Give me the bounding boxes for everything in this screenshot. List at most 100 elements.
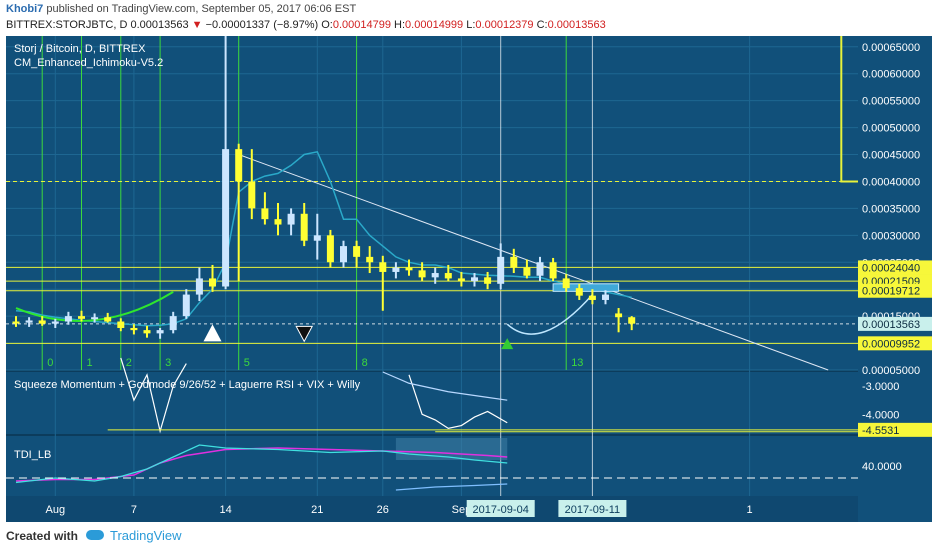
candle-body — [287, 213, 295, 225]
close-label: C: — [536, 19, 548, 31]
price-axis-svg: 0.00065000 0.00060000 0.00055000 0.00050000… — [858, 42, 932, 473]
time-axis-label: Aug — [46, 504, 66, 516]
projection-curve — [506, 294, 593, 335]
price-label: 0.00019712 — [862, 286, 920, 298]
open-label: O: — [321, 19, 333, 31]
change-value: −0.00001337 (−8.97%) — [205, 19, 319, 31]
cycle-label: 0 — [47, 357, 53, 369]
candle-body — [353, 246, 361, 257]
open-value: 0.00014799 — [332, 19, 391, 31]
pane-separator — [6, 434, 858, 436]
date-marker-bg — [466, 500, 535, 517]
candle-body — [549, 262, 557, 279]
tdi-line-cyan — [15, 444, 508, 484]
cycle-label: 2 — [126, 357, 132, 369]
time-axis-label: 1 — [747, 504, 753, 516]
time-axis-label: 21 — [311, 504, 323, 516]
ichimoku-line — [15, 150, 632, 327]
high-label: H: — [394, 19, 406, 31]
price-axis-tick: 0.00035000 — [862, 203, 920, 215]
price-axis-tick: 0.00065000 — [862, 42, 920, 54]
cycle-label: 5 — [244, 357, 250, 369]
main-pane-title: Storj / Bitcoin, D, BITTREX — [14, 43, 146, 55]
price-label-bg — [858, 316, 932, 331]
ticker-label: BITTREX:STORJBTC, D — [6, 19, 128, 31]
candle-body — [51, 321, 59, 324]
last-price: 0.00013563 — [130, 19, 189, 31]
tdi-pane-title: TDI_LB — [14, 449, 51, 461]
price-label: 0.00013563 — [862, 319, 920, 331]
tradingview-logo-icon — [86, 530, 104, 540]
candle-body — [248, 181, 256, 209]
time-axis-label: Sep — [452, 504, 472, 516]
publish-info: published on TradingView.com, September … — [46, 3, 357, 15]
price-axis-tick: 0.00060000 — [862, 69, 920, 81]
footer: Created with TradingView — [0, 522, 932, 550]
candle-body — [431, 273, 439, 278]
ohlc-line: BITTREX:STORJBTC, D 0.00013563 ▼ −0.0000… — [6, 19, 606, 31]
trend-line — [238, 154, 829, 371]
chart-area[interactable]: 0 1 2 3 5 8 13 Storj / Bitcoin, D, BITTREX CM_En… — [6, 36, 858, 522]
candle-body — [235, 149, 243, 182]
candle-body — [615, 313, 623, 318]
cycle-label: 1 — [87, 357, 93, 369]
squeeze-axis-tick: -4.0000 — [862, 409, 899, 421]
candle-body — [340, 246, 347, 263]
candle-body — [536, 262, 544, 276]
low-label: L: — [466, 19, 476, 31]
price-axis-tick: 0.00045000 — [862, 150, 920, 162]
publish-line: Khobi7 published on TradingView.com, Sep… — [6, 3, 356, 15]
green-triangle-marker — [501, 338, 514, 350]
pane-separator — [6, 370, 858, 372]
date-marker-label: 2017-09-04 — [473, 504, 529, 516]
candle-body — [143, 330, 151, 334]
candle-body — [64, 316, 72, 322]
change-arrow: ▼ — [191, 19, 203, 31]
squeeze-line-white — [120, 357, 187, 434]
candle-body — [366, 256, 374, 263]
candle-body — [222, 149, 230, 287]
candle-body — [588, 295, 596, 300]
price-axis[interactable]: 0.00065000 0.00060000 0.00055000 0.00050000… — [858, 36, 932, 522]
chart-svg[interactable]: 0 1 2 3 5 8 13 Storj / Bitcoin, D, BITTREX CM_En… — [6, 36, 858, 522]
price-axis-tick: 0.00050000 — [862, 123, 920, 135]
candle-body — [274, 219, 282, 225]
candle-body — [326, 235, 334, 263]
candle-body — [38, 320, 46, 324]
price-label-bg — [858, 260, 932, 275]
price-axis-tick: 0.00040000 — [862, 176, 920, 188]
candle-body — [602, 294, 609, 300]
candle-body — [379, 262, 387, 272]
close-value: 0.00013563 — [547, 19, 606, 31]
squeeze-line-blue — [382, 371, 508, 401]
candle-body — [195, 278, 203, 295]
candle-body — [25, 320, 33, 323]
price-axis-tick: 0.00005000 — [862, 365, 920, 377]
tradingview-brand[interactable]: TradingView — [110, 528, 182, 543]
candle-body — [78, 316, 85, 319]
time-axis-label: 14 — [219, 504, 231, 516]
date-marker-bg — [558, 500, 627, 517]
price-label: 0.00024040 — [862, 262, 920, 274]
price-label: 0.00009952 — [862, 338, 920, 350]
candle-body — [510, 256, 518, 268]
cycle-label: 13 — [571, 357, 583, 369]
candle-body — [418, 270, 426, 278]
squeeze-line-white-2 — [408, 374, 508, 430]
low-value: 0.00012379 — [475, 19, 534, 31]
created-with-text: Created with — [6, 529, 79, 543]
high-value: 0.00014999 — [405, 19, 464, 31]
candle-body — [575, 288, 583, 296]
candle-body — [523, 267, 531, 276]
author-link[interactable]: Khobi7 — [6, 3, 44, 15]
top-right-line — [840, 36, 858, 183]
tdi-axis-tick: 40.0000 — [862, 461, 902, 473]
candle-body — [497, 256, 505, 284]
tdi-line-magenta — [15, 447, 508, 482]
candle-body — [209, 278, 216, 287]
candle-body — [169, 316, 177, 331]
date-marker-label: 2017-09-11 — [565, 504, 620, 516]
buy-triangle-marker — [203, 324, 222, 342]
price-label-bg — [858, 283, 932, 298]
projection-box — [552, 283, 620, 292]
